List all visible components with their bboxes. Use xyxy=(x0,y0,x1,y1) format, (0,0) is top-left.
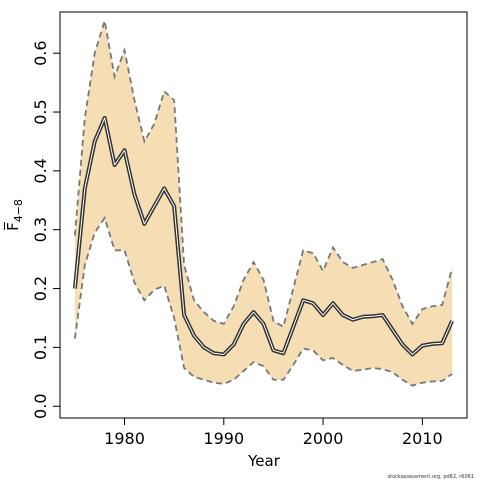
y-tick-label: 0.5 xyxy=(31,99,50,124)
y-tick-label: 0.6 xyxy=(31,40,50,65)
estimate-line-inner xyxy=(74,117,453,355)
y-axis-title: F̅4−8 xyxy=(3,199,25,231)
x-tick-label: 1980 xyxy=(104,429,145,448)
plot-layer xyxy=(72,20,454,387)
upper-bound-line xyxy=(73,20,453,329)
y-tick-label: 0.4 xyxy=(31,158,50,183)
lower-bound-line xyxy=(73,215,453,387)
x-tick-label: 1990 xyxy=(203,429,244,448)
credit-text: stockassessment.org, pd62, r6061 xyxy=(388,474,474,480)
x-axis-title: Year xyxy=(247,452,281,470)
x-axis: 1980 1990 2000 2010 xyxy=(104,418,443,448)
y-axis: 0.0 0.1 0.2 0.3 0.4 0.5 0.6 xyxy=(31,40,60,419)
confidence-band xyxy=(74,20,453,386)
svg-text:F̅4−8: F̅4−8 xyxy=(3,199,25,231)
x-tick-label: 2000 xyxy=(303,429,344,448)
y-tick-label: 0.0 xyxy=(31,394,50,419)
y-tick-label: 0.1 xyxy=(31,335,50,360)
y-axis-title-subscript: 4−8 xyxy=(12,199,25,222)
y-tick-label: 0.2 xyxy=(31,276,50,301)
x-tick-label: 2010 xyxy=(402,429,443,448)
y-tick-label: 0.3 xyxy=(31,217,50,242)
plot-frame xyxy=(59,11,468,419)
y-axis-title-main: F̅ xyxy=(3,221,22,231)
